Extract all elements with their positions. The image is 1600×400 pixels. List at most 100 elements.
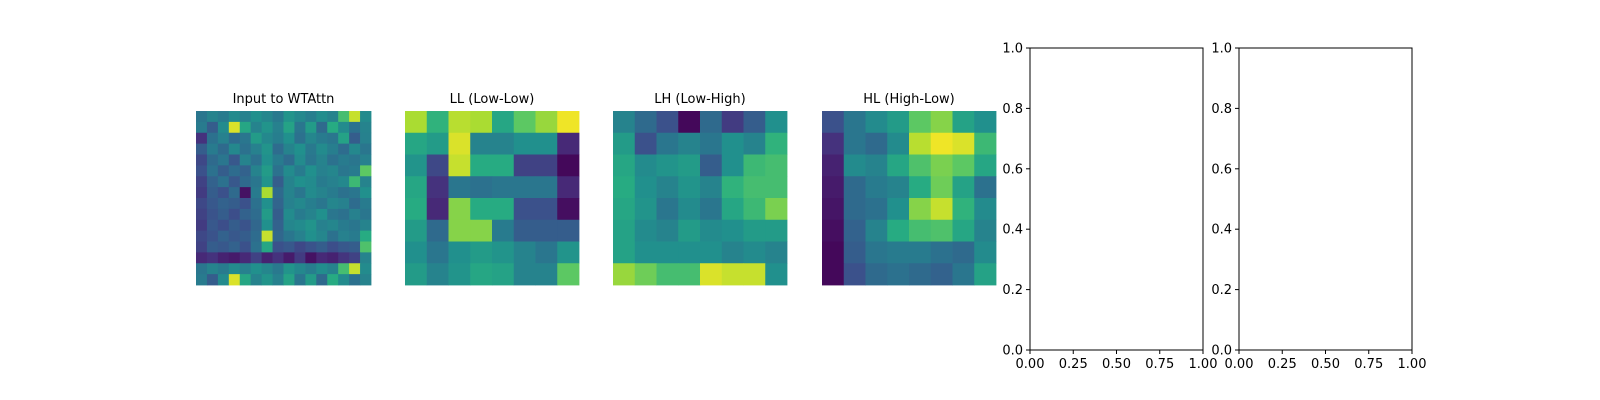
- heatmap-cell: [909, 219, 932, 242]
- heatmap-cell: [272, 274, 284, 286]
- heatmap-cell: [743, 154, 766, 177]
- x-tick-label: 0.25: [1059, 357, 1088, 372]
- heatmap-cell: [316, 263, 328, 275]
- heatmap-cell: [217, 274, 230, 286]
- heatmap-cell: [909, 154, 932, 177]
- heatmap-cell: [426, 219, 449, 242]
- heatmap-cell: [952, 198, 975, 221]
- heatmap-cell: [217, 230, 230, 242]
- heatmap-cell: [865, 219, 888, 242]
- heatmap-cell: [613, 198, 636, 221]
- heatmap-cell: [294, 165, 306, 177]
- heatmap-cell: [327, 252, 339, 264]
- heatmap-cell: [239, 230, 252, 242]
- panel-title: HL (High-Low): [863, 92, 954, 107]
- heatmap-cell: [557, 219, 580, 242]
- y-tick-label: 0.8: [1211, 102, 1232, 117]
- heatmap-cell: [634, 154, 657, 177]
- heatmap-cell: [656, 219, 679, 242]
- heatmap-cell: [239, 198, 252, 210]
- heatmap-cell: [206, 165, 219, 177]
- heatmap-cell: [250, 198, 263, 210]
- heatmap-cell: [974, 219, 997, 242]
- heatmap-cell: [316, 154, 328, 166]
- heatmap-cell: [887, 263, 910, 286]
- heatmap-cell: [700, 132, 723, 155]
- heatmap-cell: [405, 263, 428, 286]
- x-tick-label: 0.75: [1145, 357, 1174, 372]
- heatmap-cell: [974, 154, 997, 177]
- heatmap-cell: [283, 263, 295, 275]
- heatmap-cell: [250, 121, 263, 134]
- heatmap-cell: [338, 121, 350, 134]
- heatmap-cell: [360, 165, 372, 177]
- heatmap-cell: [196, 198, 208, 210]
- heatmap-cell: [196, 165, 208, 177]
- heatmap-cell: [228, 198, 241, 210]
- heatmap-cell: [887, 198, 910, 221]
- heatmap-cell: [765, 263, 788, 286]
- heatmap-cell: [217, 263, 230, 275]
- heatmap-cell: [843, 176, 866, 199]
- heatmap-cell: [196, 219, 208, 232]
- heatmap-cell: [865, 263, 888, 286]
- heatmap-cell: [360, 263, 372, 275]
- heatmap-cell: [206, 208, 219, 221]
- heatmap-cell: [261, 274, 273, 286]
- heatmap-cell: [535, 198, 558, 221]
- heatmap-cell: [228, 230, 241, 242]
- x-tick-label: 0.75: [1354, 357, 1383, 372]
- heatmap-cell: [196, 143, 208, 155]
- heatmap-cell: [283, 241, 295, 253]
- heatmap-cell: [700, 176, 723, 199]
- heatmap-cell: [206, 187, 219, 199]
- heatmap-cell: [349, 176, 361, 188]
- heatmap-cell: [865, 111, 888, 134]
- heatmap-cell: [206, 274, 219, 286]
- heatmap-cell: [656, 198, 679, 221]
- heatmap-cell: [613, 219, 636, 242]
- heatmap-cell: [283, 165, 295, 177]
- heatmap-cell: [228, 252, 241, 264]
- heatmap-cell: [887, 219, 910, 242]
- heatmap-cell: [700, 111, 723, 134]
- heatmap-cell: [228, 274, 241, 286]
- heatmap-cell: [349, 132, 361, 145]
- heatmap-cell: [349, 274, 361, 286]
- heatmap-cell: [360, 132, 372, 145]
- heatmap-cell: [305, 121, 317, 134]
- heatmap-cell: [765, 219, 788, 242]
- heatmap-cell: [865, 132, 888, 155]
- heatmap-cell: [327, 274, 339, 286]
- heatmap-cell: [743, 263, 766, 286]
- heatmap-cell: [305, 143, 317, 155]
- heatmap-cell: [272, 187, 284, 199]
- heatmap-cell: [887, 241, 910, 264]
- heatmap-cell: [360, 198, 372, 210]
- heatmap-cell: [887, 111, 910, 134]
- heatmap-cell: [765, 241, 788, 264]
- heatmap-cell: [283, 176, 295, 188]
- heatmap-cell: [283, 121, 295, 134]
- heatmap-cell: [613, 111, 636, 134]
- heatmap-cell: [974, 198, 997, 221]
- y-tick-label: 0.6: [1211, 162, 1232, 177]
- heatmap-cell: [349, 143, 361, 155]
- heatmap-cell: [196, 274, 208, 286]
- heatmap-cell: [360, 241, 372, 253]
- heatmap-cell: [360, 219, 372, 232]
- heatmap-cell: [338, 241, 350, 253]
- heatmap-cell: [261, 165, 273, 177]
- heatmap-cell: [316, 208, 328, 221]
- heatmap-cell: [283, 111, 295, 123]
- heatmap-cell: [338, 154, 350, 166]
- heatmap-cell: [909, 176, 932, 199]
- heatmap-cell: [613, 132, 636, 155]
- heatmap-cell: [952, 219, 975, 242]
- heatmap-cell: [272, 208, 284, 221]
- y-tick-label: 0.8: [1002, 102, 1023, 117]
- heatmap-cell: [217, 132, 230, 145]
- heatmap-panel-4: [822, 111, 997, 286]
- heatmap-cell: [513, 132, 536, 155]
- heatmap-cell: [843, 219, 866, 242]
